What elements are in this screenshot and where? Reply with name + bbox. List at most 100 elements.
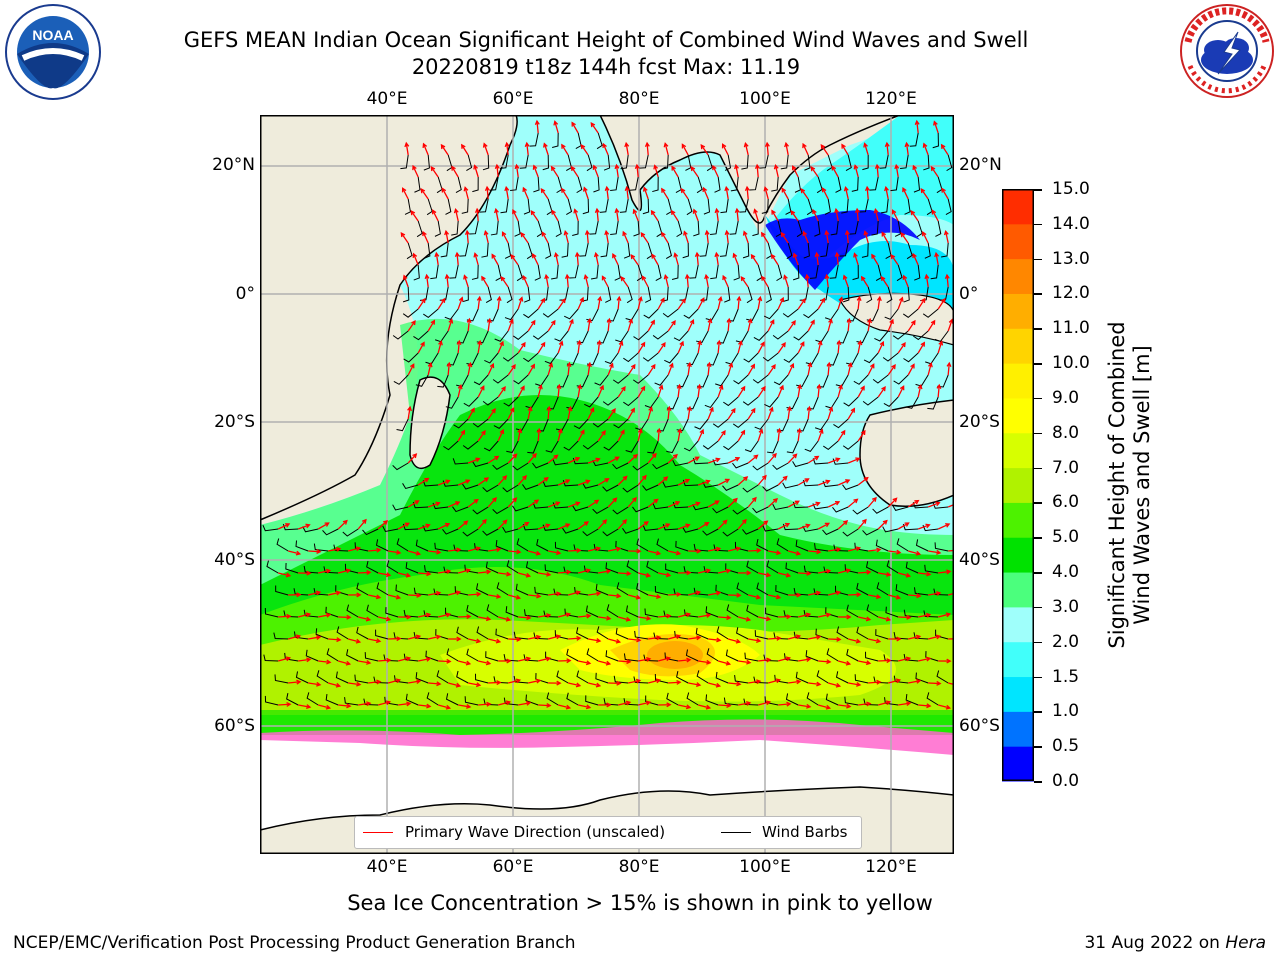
- wave-direction-arrow: [700, 144, 709, 156]
- wave-direction-arrow: [477, 477, 489, 486]
- wave-direction-arrowhead: [522, 474, 528, 481]
- wave-direction-arrowhead: [616, 593, 622, 599]
- wave-direction-arrow: [727, 318, 730, 332]
- wind-barb: [545, 651, 559, 662]
- wave-direction-arrow: [488, 548, 501, 552]
- wave-direction-arrowhead: [502, 519, 508, 525]
- wave-direction-arrowhead: [816, 549, 822, 555]
- wave-direction-arrowhead: [489, 362, 495, 369]
- wave-direction-arrowhead: [831, 165, 837, 171]
- wave-direction-arrow: [648, 636, 661, 640]
- wind-barb: [262, 524, 279, 532]
- wind-barb: [666, 440, 679, 454]
- wind-barb: [705, 308, 719, 321]
- wave-direction-arrowhead: [473, 498, 479, 504]
- wave-direction-arrowhead: [853, 164, 859, 170]
- wave-direction-arrowhead: [806, 405, 812, 412]
- wave-direction-arrowhead: [375, 594, 382, 600]
- wave-direction-arrowhead: [564, 273, 570, 279]
- wind-barb: [795, 540, 809, 552]
- wind-barb: [792, 264, 800, 281]
- wind-barb: [676, 418, 689, 432]
- wave-direction-arrowhead: [602, 519, 608, 525]
- wave-direction-arrowhead: [870, 363, 875, 369]
- wave-direction-arrow: [937, 298, 946, 310]
- wave-direction-arrowhead: [345, 660, 352, 666]
- colorbar-tick-mark: [1034, 572, 1042, 574]
- wave-direction-arrow: [638, 658, 651, 662]
- wind-barb: [506, 440, 519, 454]
- wind-barb: [706, 648, 719, 662]
- wind-barb: [786, 440, 799, 454]
- wave-direction-arrow: [680, 188, 689, 200]
- wave-direction-arrow: [737, 341, 742, 354]
- wave-direction-arrowhead: [463, 520, 469, 526]
- wave-direction-arrowhead: [577, 383, 583, 390]
- wave-direction-arrowhead: [636, 637, 642, 643]
- wave-direction-arrow: [916, 121, 919, 134]
- wave-direction-arrowhead: [566, 361, 572, 368]
- wave-direction-arrow: [941, 144, 949, 156]
- wind-barb: [610, 176, 619, 192]
- wave-direction-arrow: [767, 319, 775, 332]
- wind-barb: [865, 651, 879, 662]
- wave-direction-arrow: [555, 253, 559, 266]
- wind-barb: [682, 242, 689, 259]
- wave-direction-arrowhead: [520, 232, 526, 238]
- wave-direction-arrow: [777, 523, 790, 530]
- wave-direction-arrow: [678, 704, 691, 709]
- wind-barb: [782, 286, 789, 303]
- colorbar-tick-label: 14.0: [1052, 213, 1090, 234]
- wave-direction-arrowhead: [824, 522, 831, 528]
- wave-direction-arrow: [388, 679, 400, 684]
- wave-direction-arrowhead: [753, 208, 758, 214]
- wind-barb: [841, 198, 849, 214]
- wave-direction-arrowhead: [773, 163, 779, 170]
- wave-direction-arrowhead: [895, 678, 902, 684]
- wave-direction-arrowhead: [825, 568, 832, 574]
- wind-barb: [806, 692, 819, 706]
- wind-barb: [923, 154, 930, 171]
- wave-direction-arrow: [538, 614, 551, 618]
- wave-direction-arrowhead: [855, 457, 861, 462]
- wave-direction-arrowhead: [686, 361, 692, 368]
- wave-direction-arrowhead: [884, 141, 890, 148]
- wind-barb: [354, 542, 369, 552]
- wind-barb: [661, 154, 669, 170]
- wind-barb: [802, 525, 819, 532]
- wave-direction-arrow: [408, 680, 421, 684]
- wave-direction-arrowhead: [512, 208, 517, 215]
- wind-barb: [516, 264, 523, 282]
- wave-direction-arrowhead: [466, 703, 472, 709]
- wave-direction-arrow: [548, 635, 560, 640]
- footer-credit: NCEP/EMC/Verification Post Processing Pr…: [13, 933, 576, 953]
- wave-direction-arrow: [407, 364, 415, 376]
- wind-barb: [585, 605, 599, 618]
- wave-direction-arrow: [617, 341, 623, 354]
- wave-direction-arrowhead: [434, 251, 440, 258]
- wave-direction-arrowhead: [476, 591, 482, 597]
- wave-direction-arrow: [707, 500, 719, 508]
- wind-barb: [364, 652, 379, 662]
- wind-barb: [623, 396, 639, 407]
- wave-direction-arrow: [418, 572, 431, 575]
- wave-direction-arrowhead: [444, 522, 451, 528]
- wind-barb: [404, 198, 412, 215]
- wave-direction-arrowhead: [655, 678, 662, 684]
- wave-direction-arrowhead: [694, 251, 700, 257]
- wave-direction-arrow: [568, 591, 580, 596]
- wave-direction-arrow: [767, 407, 773, 420]
- wind-barb: [923, 610, 939, 618]
- wind-barb: [523, 198, 531, 215]
- wind-barb: [736, 582, 749, 596]
- wave-direction-arrow: [810, 166, 819, 178]
- wind-barb: [313, 588, 329, 596]
- wind-barb: [440, 242, 449, 258]
- wave-direction-arrowhead: [555, 634, 562, 640]
- wave-direction-arrowhead: [700, 297, 705, 303]
- wind-barb: [645, 695, 659, 706]
- wave-direction-arrowhead: [526, 615, 532, 621]
- wave-direction-arrowhead: [506, 658, 512, 664]
- wind-barb: [415, 374, 429, 387]
- wind-barb: [472, 418, 489, 428]
